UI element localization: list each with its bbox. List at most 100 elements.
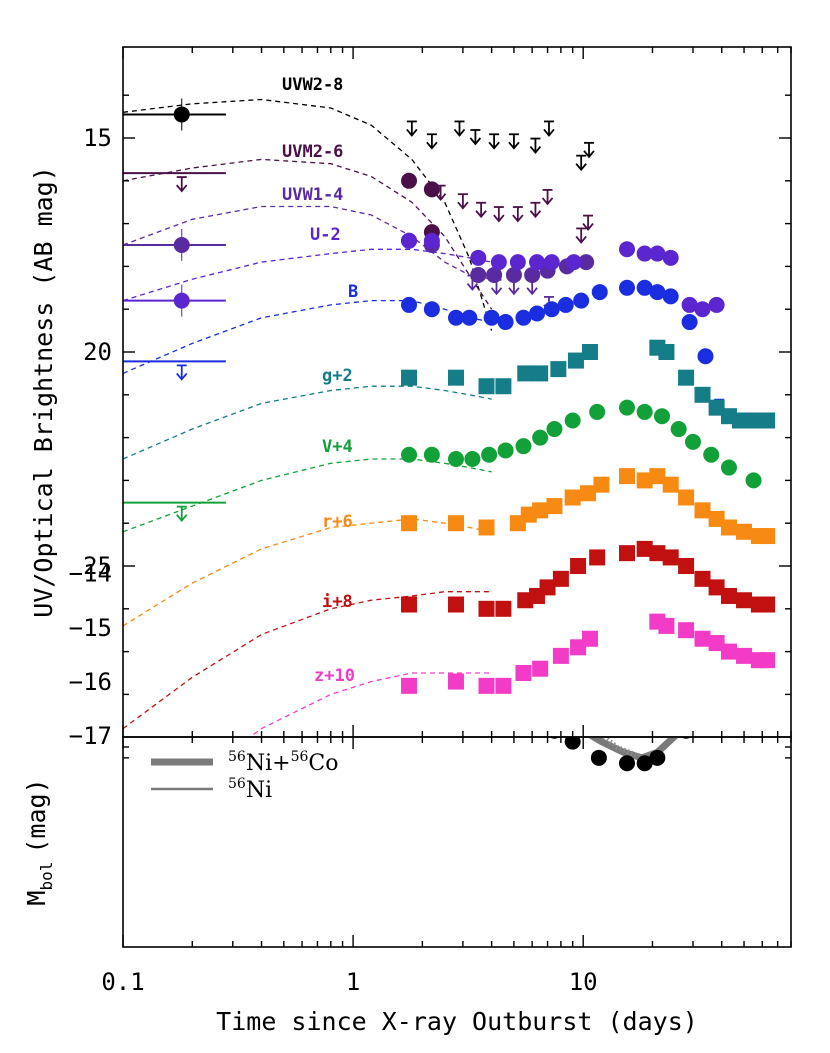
top-ticks: 15 20 25 (83, 47, 792, 737)
top-panel: UVW2-8 UVM2-6 UVW1-4 U-2 Bg+2 V+4 r+6 i+8 z+10 1… (29, 46, 792, 738)
data-point (461, 309, 478, 326)
bol-curve-thin (591, 737, 676, 760)
data-point (515, 665, 532, 681)
data-point (636, 279, 653, 296)
data-point (401, 446, 418, 463)
data-point (745, 412, 762, 429)
data-point (529, 305, 546, 322)
bol-point (590, 749, 607, 766)
data-point (649, 545, 666, 562)
data-point (552, 647, 569, 664)
data-point (636, 403, 653, 420)
data-point (543, 254, 560, 271)
bol-point (515, 701, 531, 717)
upper-limit-arrow (175, 364, 188, 381)
upper-limit-arrow (541, 189, 554, 205)
band-label: B (348, 282, 358, 302)
upper-limit-arrow (575, 227, 588, 244)
data-point (580, 485, 597, 502)
data-point (681, 296, 698, 313)
band-label: U-2 (310, 225, 341, 245)
data-point (684, 433, 701, 450)
data-point (720, 643, 737, 660)
data-point (557, 296, 574, 313)
y-tick-label: 20 (83, 338, 112, 366)
data-point (550, 361, 567, 378)
data-point (694, 386, 711, 403)
bol-point (695, 701, 711, 717)
legend-label: 56Ni (228, 776, 272, 803)
data-point (759, 652, 776, 669)
data-point (173, 106, 190, 123)
data-point (478, 378, 495, 395)
data-point (570, 558, 587, 574)
data-point (546, 421, 563, 438)
data-point (470, 266, 487, 283)
bottom-ticks: −14 −15 −16 −17 0.1 1 10 (69, 560, 792, 996)
data-point (509, 254, 526, 271)
data-point (591, 284, 608, 301)
data-point (401, 296, 418, 313)
data-point (649, 245, 666, 262)
bottom-frame (122, 736, 792, 948)
data-point (658, 344, 675, 360)
data-point (401, 515, 418, 532)
model-curve-2 (123, 205, 492, 280)
data-point (694, 301, 711, 318)
data-point (720, 519, 737, 536)
bolometric-points (174, 566, 762, 772)
data-point (447, 673, 464, 690)
data-point (497, 442, 514, 459)
data-point (423, 232, 440, 249)
data-point (662, 249, 679, 266)
y-axis-label-bottom: Mbol (mag) (22, 778, 56, 905)
data-point (564, 412, 581, 429)
model-curve-6 (123, 458, 492, 533)
bol-point (174, 566, 190, 582)
data-point (694, 570, 711, 587)
y-tick-label: 25 (83, 552, 112, 580)
data-point (401, 369, 418, 386)
y-tick-label: −14 (69, 560, 112, 588)
data-point (532, 365, 549, 382)
y-tick-label: −16 (69, 668, 112, 696)
data-point (697, 348, 714, 365)
upper-limit-arrow (469, 129, 482, 145)
data-point (573, 292, 590, 309)
isotope-mass: 56 (228, 749, 246, 765)
data-point (401, 596, 418, 613)
upper-limit-arrow (543, 120, 555, 137)
upper-limit-arrow (575, 154, 588, 171)
data-point (517, 365, 534, 382)
data-point (653, 408, 670, 425)
data-point (636, 540, 653, 557)
bol-point (564, 737, 581, 750)
band-label: g+2 (322, 366, 353, 386)
data-point (447, 369, 464, 386)
data-point (636, 245, 653, 262)
data-point (759, 596, 776, 613)
data-point (678, 369, 695, 386)
band-label: i+8 (322, 592, 353, 612)
data-point (736, 523, 753, 540)
bol-point (636, 755, 653, 772)
x-axis-label: Time since X-ray Outburst (days) (216, 1007, 698, 1036)
model-curve-7 (123, 518, 492, 627)
upper-limit-arrow (529, 137, 542, 154)
bol-point (746, 669, 762, 685)
data-point (401, 172, 418, 189)
data-point (736, 592, 753, 609)
data-point (495, 378, 512, 395)
data-point (670, 421, 687, 438)
data-point (567, 352, 584, 369)
data-point (495, 600, 512, 617)
data-point (618, 468, 635, 485)
bol-point (424, 685, 440, 701)
model-curve-0 (123, 98, 493, 331)
data-point (483, 309, 500, 326)
data-point (423, 301, 440, 318)
model-curve-8 (123, 591, 492, 730)
data-point (662, 288, 679, 305)
data-point (529, 254, 546, 271)
data-point (578, 254, 595, 271)
